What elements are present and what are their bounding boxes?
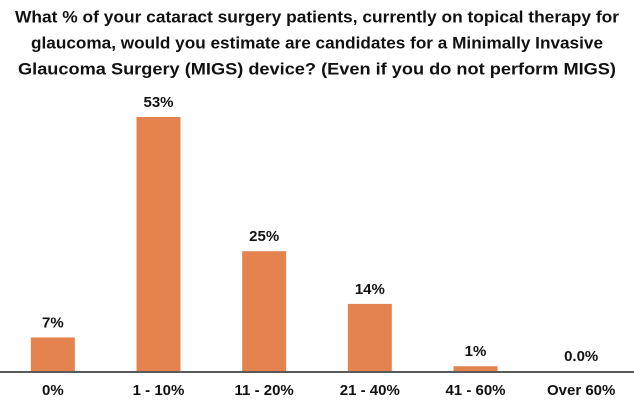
bar: [30, 337, 75, 371]
x-tick-label: Over 60%: [547, 382, 615, 399]
value-label: 1%: [465, 343, 487, 360]
value-label: 25%: [249, 228, 279, 245]
bar: [347, 303, 392, 371]
value-label: 14%: [355, 281, 385, 298]
bar: [453, 366, 498, 371]
value-label: 53%: [143, 94, 173, 111]
chart-title: Glaucoma Surgery (MIGS) device? (Even if…: [18, 59, 616, 78]
x-tick-label: 21 - 40%: [340, 382, 400, 399]
x-tick-label: 11 - 20%: [235, 382, 294, 399]
chart-title: What % of your cataract surgery patients…: [15, 7, 619, 26]
value-label: 0.0%: [564, 348, 598, 365]
x-tick-label: 0%: [42, 382, 64, 399]
chart-title: glaucoma, would you estimate are candida…: [31, 33, 603, 52]
bar: [136, 117, 181, 371]
x-tick-label: 1 - 10%: [133, 382, 185, 399]
x-tick-label: 41 - 60%: [445, 382, 505, 399]
bar: [242, 251, 287, 371]
value-label: 7%: [42, 314, 64, 331]
